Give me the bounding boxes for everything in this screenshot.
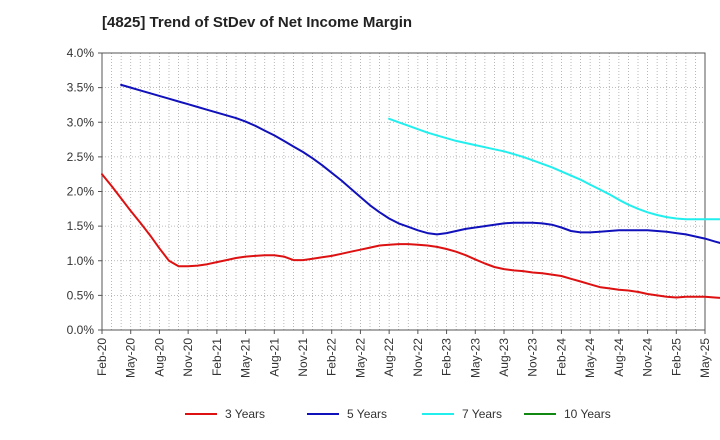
y-tick-label: 1.5% <box>67 219 95 233</box>
x-tick-label: Aug-23 <box>497 338 511 377</box>
legend-label: 3 Years <box>225 407 265 421</box>
x-tick-label: Nov-22 <box>411 338 425 377</box>
series-line-3-years <box>101 173 720 299</box>
x-tick-label: Aug-21 <box>267 338 281 377</box>
x-tick-label: Aug-24 <box>612 338 626 377</box>
chart-title: [4825] Trend of StDev of Net Income Marg… <box>102 14 413 31</box>
plot-frame <box>101 52 706 331</box>
series-line-5-years <box>120 83 720 244</box>
x-tick-label: Aug-22 <box>382 338 396 377</box>
x-tick-label: Nov-20 <box>181 338 195 377</box>
x-tick-label: Feb-23 <box>440 338 454 376</box>
x-tick-label: May-23 <box>468 338 482 378</box>
x-tick-label: May-25 <box>698 338 712 378</box>
x-tick-label: May-24 <box>583 338 597 378</box>
x-tick-label: Feb-21 <box>210 338 224 376</box>
y-tick-label: 1.0% <box>67 254 95 268</box>
series-layer <box>101 83 720 299</box>
legend-layer: 3 Years 5 Years 7 Years 10 Years <box>185 407 611 421</box>
legend-label: 10 Years <box>564 407 611 421</box>
grid-layer <box>102 53 705 330</box>
x-tick-label: May-22 <box>353 338 367 378</box>
legend-label: 5 Years <box>347 407 387 421</box>
x-tick-label: Feb-24 <box>554 338 568 376</box>
x-tick-label: Aug-20 <box>152 338 166 377</box>
x-tick-label: Feb-25 <box>669 338 683 376</box>
y-tick-label: 3.5% <box>67 81 95 95</box>
y-tick-label: 0.5% <box>67 288 95 302</box>
axis-layer: 0.0% 0.5% 1.0% 1.5% 2.0% 2.5% 3.0% 3.5% 4.0% Feb-… <box>67 46 712 378</box>
x-tick-label: Nov-24 <box>641 338 655 377</box>
y-tick-label: 4.0% <box>67 46 95 60</box>
legend-label: 7 Years <box>462 407 502 421</box>
x-tick-label: Nov-23 <box>526 338 540 377</box>
x-tick-label: Feb-20 <box>95 338 109 376</box>
x-tick-label: May-21 <box>239 338 253 378</box>
x-tick-label: May-20 <box>124 338 138 378</box>
series-line-7-years <box>388 117 720 221</box>
y-tick-label: 3.0% <box>67 115 95 129</box>
x-tick-label: Feb-22 <box>325 338 339 376</box>
x-tick-label: Nov-21 <box>296 338 310 377</box>
y-tick-label: 0.0% <box>67 323 95 337</box>
y-tick-label: 2.5% <box>67 150 95 164</box>
y-tick-label: 2.0% <box>67 185 95 199</box>
